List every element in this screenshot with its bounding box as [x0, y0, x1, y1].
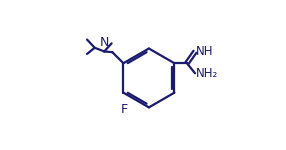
Text: NH₂: NH₂ — [196, 67, 219, 80]
Text: F: F — [121, 103, 128, 116]
Text: NH: NH — [196, 45, 214, 58]
Text: N: N — [100, 36, 109, 49]
